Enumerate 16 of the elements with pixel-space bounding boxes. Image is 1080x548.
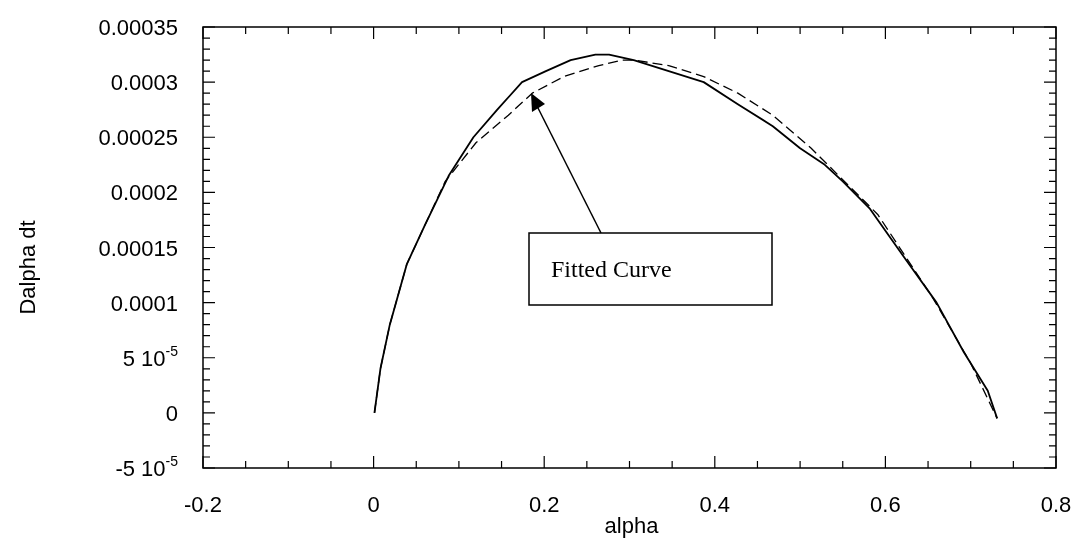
annotation: Fitted Curve: [551, 256, 672, 282]
y-tick-label: 0.00025: [98, 125, 179, 151]
x-tick-label: 0.4: [699, 492, 731, 517]
x-tick-label: 0.2: [528, 492, 560, 517]
x-tick-label: 0.8: [1040, 492, 1072, 517]
x-tick-label: 0.6: [870, 492, 901, 517]
y-tick-label: 0.0003: [110, 70, 179, 96]
y-tick-label: 0.0001: [110, 290, 179, 316]
x-tick-label: 0: [367, 492, 380, 517]
y-tick-label: 0.0002: [110, 180, 179, 206]
y-tick-label: 0.00035: [98, 15, 179, 40]
y-tick-label: 0: [165, 400, 179, 426]
y-axis-title: Dalpha dt: [15, 220, 40, 315]
y-tick-label: 0.00015: [98, 235, 179, 261]
x-tick-label: -0.2: [184, 492, 222, 517]
x-axis-title: alpha: [604, 513, 660, 538]
